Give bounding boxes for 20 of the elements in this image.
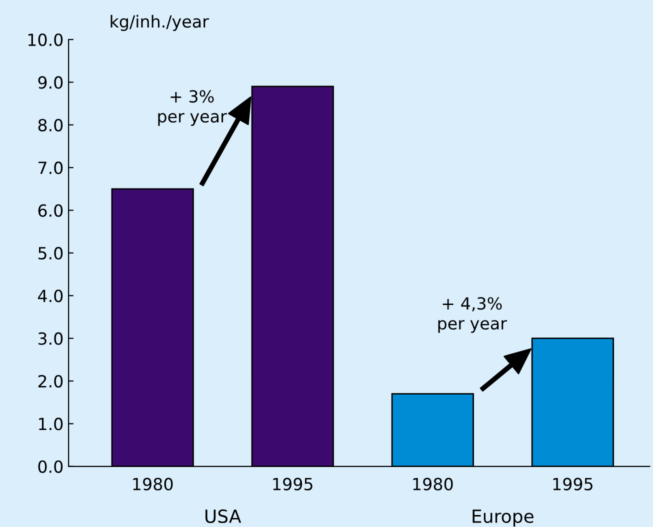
y-tick-label: 5.0 <box>38 246 63 260</box>
text: USA <box>205 509 242 524</box>
y-axis-title: kg/inh./year <box>110 14 209 31</box>
y-tick-label: 0.0 <box>38 460 63 473</box>
y-tick-label: 3.0 <box>38 332 63 345</box>
y-tick-label: 10.0 <box>28 33 63 46</box>
x-tick-label: 1980 <box>133 478 173 490</box>
y-tick-label: 2.0 <box>38 374 63 388</box>
x-tick-label: 1995 <box>553 478 592 490</box>
y-tick-label: 9.0 <box>38 76 63 89</box>
y-tick-label: 8.0 <box>38 118 63 132</box>
text: Europe <box>472 510 534 527</box>
y-tick-label: 1.0 <box>39 418 63 430</box>
x-tick-label: 1995 <box>273 478 312 490</box>
y-tick-label: 4.0 <box>38 290 63 302</box>
y-tick-label: 7.0 <box>38 162 63 174</box>
annotation: + 3% per year <box>158 90 227 126</box>
y-tick-label: 6.0 <box>38 204 63 217</box>
x-tick-label: 1980 <box>413 478 453 490</box>
annotation: + 4,3% per year <box>438 297 507 333</box>
